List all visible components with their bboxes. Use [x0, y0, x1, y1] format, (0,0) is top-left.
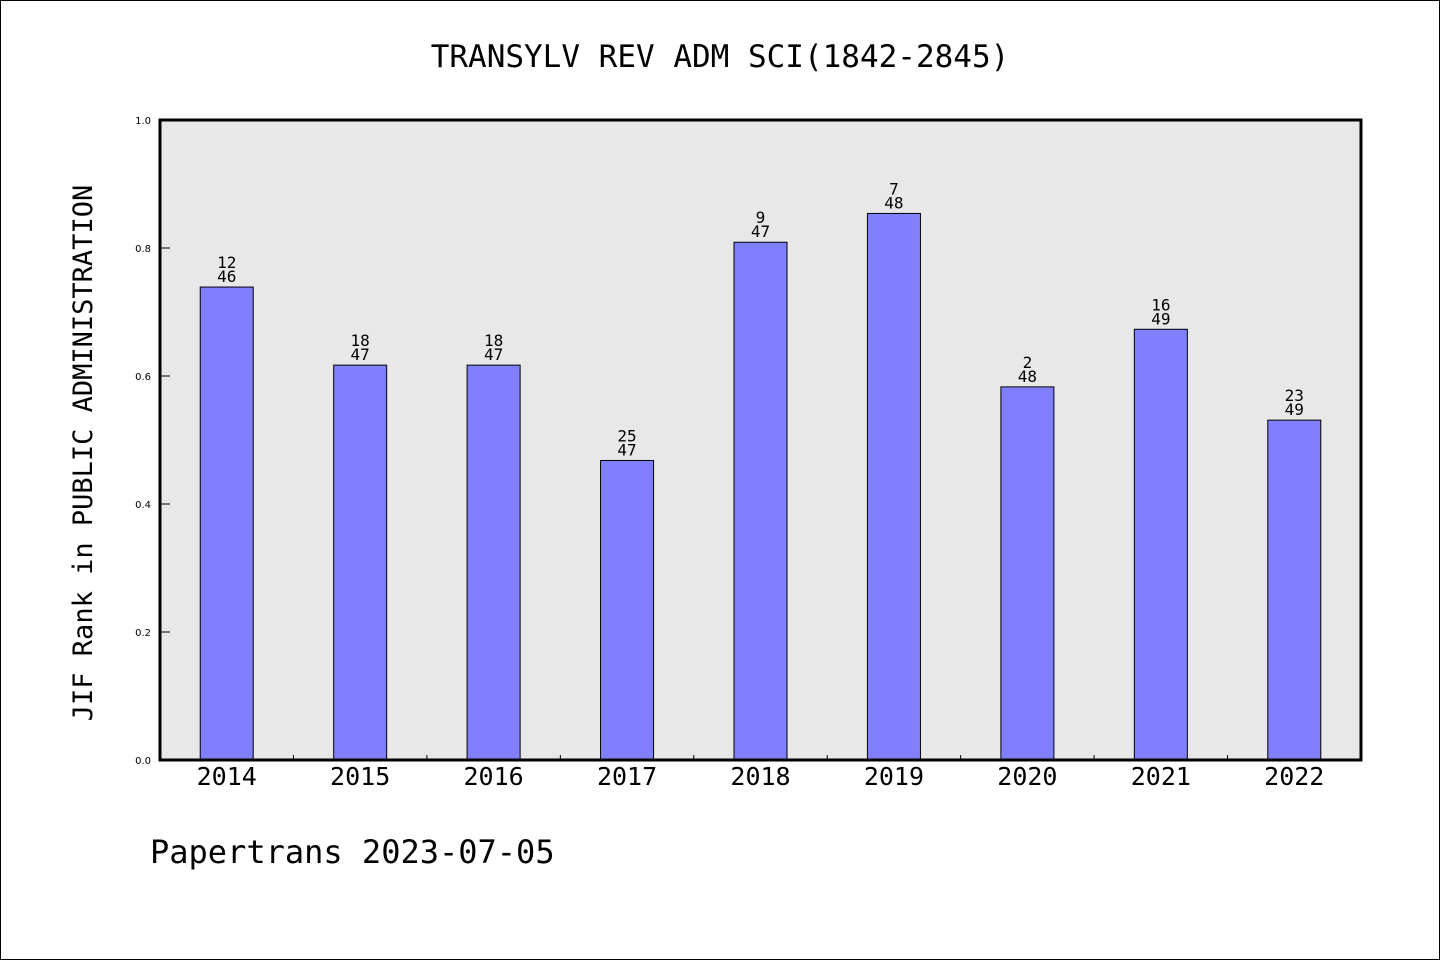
chart-title: TRANSYLV REV ADM SCI(1842-2845) [431, 39, 1010, 75]
axis-ticks-layer: 2014 2015 2016 2017 2018 2019 2020 2021 2022 0.0 0… [135, 116, 1324, 791]
bar-2016 [466, 364, 521, 761]
bar-total-label-2015: 47 [351, 345, 370, 364]
x-tick-label-2014: 2014 [197, 762, 257, 791]
x-tick-label-2015: 2015 [330, 762, 390, 791]
bar-2014 [199, 286, 254, 761]
bar-rank-label-2021: 16 [1151, 295, 1170, 314]
x-tick-label-2018: 2018 [730, 762, 790, 791]
bar-rank-label-2018: 9 [756, 208, 766, 227]
bar-2019 [866, 212, 921, 761]
bar-total-label-2014: 46 [217, 267, 236, 286]
bar-2015 [333, 364, 388, 761]
plot-border [158, 118, 1363, 762]
x-tick-label-2021: 2021 [1131, 762, 1191, 791]
bar-2022 [1267, 419, 1322, 761]
bar-rank-label-2015: 18 [351, 331, 370, 350]
bar-rank-label-2020: 2 [1023, 353, 1033, 372]
y-tick-label-0.2: 0.2 [135, 628, 151, 639]
x-tick-label-2017: 2017 [597, 762, 657, 791]
bar-2017 [600, 459, 655, 761]
bar-total-label-2016: 47 [484, 345, 503, 364]
bar-2021 [1133, 328, 1188, 761]
y-tick-label-0.6: 0.6 [135, 372, 151, 383]
bar-total-label-2020: 48 [1018, 367, 1037, 386]
y-tick-label-0.8: 0.8 [135, 244, 151, 255]
x-tick-label-2022: 2022 [1264, 762, 1324, 791]
x-tick-label-2020: 2020 [997, 762, 1057, 791]
y-tick-label-0.0: 0.0 [135, 756, 151, 767]
bar-rank-label-2019: 7 [889, 179, 899, 198]
footer-text: Papertrans 2023-07-05 [150, 833, 555, 871]
x-tick-label-2016: 2016 [464, 762, 524, 791]
x-tick-label-2019: 2019 [864, 762, 924, 791]
bar-rank-label-2017: 25 [617, 426, 636, 445]
bar-rank-label-2014: 12 [217, 253, 236, 272]
bar-total-label-2019: 48 [884, 193, 903, 212]
bar-rank-label-2016: 18 [484, 331, 503, 350]
y-axis-label: JIF Rank in PUBLIC ADMINISTRATION [68, 185, 99, 721]
bar-total-label-2018: 47 [751, 222, 770, 241]
bar-total-label-2021: 49 [1151, 309, 1170, 328]
bar-2020 [1000, 386, 1055, 761]
bar-2018 [733, 241, 788, 761]
bar-total-label-2022: 49 [1285, 400, 1304, 419]
y-tick-label-1.0: 1.0 [135, 116, 151, 127]
bar-rank-label-2022: 23 [1285, 386, 1304, 405]
bars-layer [199, 212, 1322, 761]
bar-total-label-2017: 47 [617, 440, 636, 459]
y-tick-label-0.4: 0.4 [135, 500, 151, 511]
